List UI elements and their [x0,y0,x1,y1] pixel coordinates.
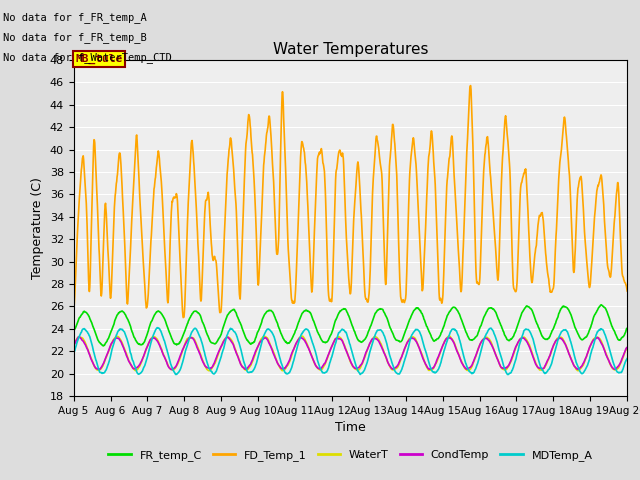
FR_temp_C [509,334,516,340]
WaterT [255,341,263,347]
MDTemp_A [558,328,566,334]
FD_Temp_1 [193,222,201,228]
MDTemp_A [70,350,77,356]
Text: No data for f_WaterTemp_CTD: No data for f_WaterTemp_CTD [3,52,172,63]
FD_Temp_1 [558,137,566,143]
Line: FD_Temp_1: FD_Temp_1 [74,85,627,318]
Legend: FR_temp_C, FD_Temp_1, WaterT, CondTemp, MDTemp_A: FR_temp_C, FD_Temp_1, WaterT, CondTemp, … [104,445,597,465]
CondTemp [70,342,77,348]
FD_Temp_1 [180,314,188,320]
FR_temp_C [558,305,566,311]
MDTemp_A [436,360,444,366]
CondTemp [255,340,263,346]
CondTemp [558,336,566,342]
CondTemp [75,334,83,340]
FR_temp_C [193,309,201,315]
Text: MB_tule: MB_tule [76,54,123,64]
FR_temp_C [180,331,188,337]
FD_Temp_1 [70,309,77,315]
FR_temp_C [623,325,631,331]
Text: No data for f_FR_temp_B: No data for f_FR_temp_B [3,32,147,43]
FR_temp_C [436,332,444,337]
Line: MDTemp_A: MDTemp_A [74,328,627,374]
WaterT [558,335,566,341]
MDTemp_A [504,372,512,377]
MDTemp_A [255,350,263,356]
FD_Temp_1 [255,273,263,278]
FD_Temp_1 [509,283,517,288]
X-axis label: Time: Time [335,421,366,434]
WaterT [509,352,517,358]
FR_temp_C [99,343,107,349]
FD_Temp_1 [179,315,187,321]
Line: FR_temp_C: FR_temp_C [74,305,627,346]
FR_temp_C [255,326,263,332]
MDTemp_A [509,365,517,371]
WaterT [193,342,200,348]
WaterT [179,346,187,352]
CondTemp [194,346,202,351]
CondTemp [509,350,517,356]
WaterT [436,348,444,354]
FD_Temp_1 [467,83,474,88]
MDTemp_A [193,328,201,334]
MDTemp_A [180,356,188,361]
Title: Water Temperatures: Water Temperatures [273,42,428,58]
WaterT [205,368,213,373]
FD_Temp_1 [623,288,631,294]
CondTemp [623,345,631,350]
WaterT [70,341,77,347]
MDTemp_A [623,356,631,361]
FR_temp_C [598,302,605,308]
WaterT [445,333,452,339]
MDTemp_A [153,325,161,331]
Y-axis label: Temperature (C): Temperature (C) [31,177,44,279]
WaterT [623,345,631,350]
CondTemp [168,367,175,372]
CondTemp [180,344,188,349]
Text: No data for f_FR_temp_A: No data for f_FR_temp_A [3,12,147,23]
Line: WaterT: WaterT [74,336,627,371]
CondTemp [437,347,445,353]
FD_Temp_1 [436,295,444,301]
FR_temp_C [70,327,77,333]
Line: CondTemp: CondTemp [74,337,627,370]
